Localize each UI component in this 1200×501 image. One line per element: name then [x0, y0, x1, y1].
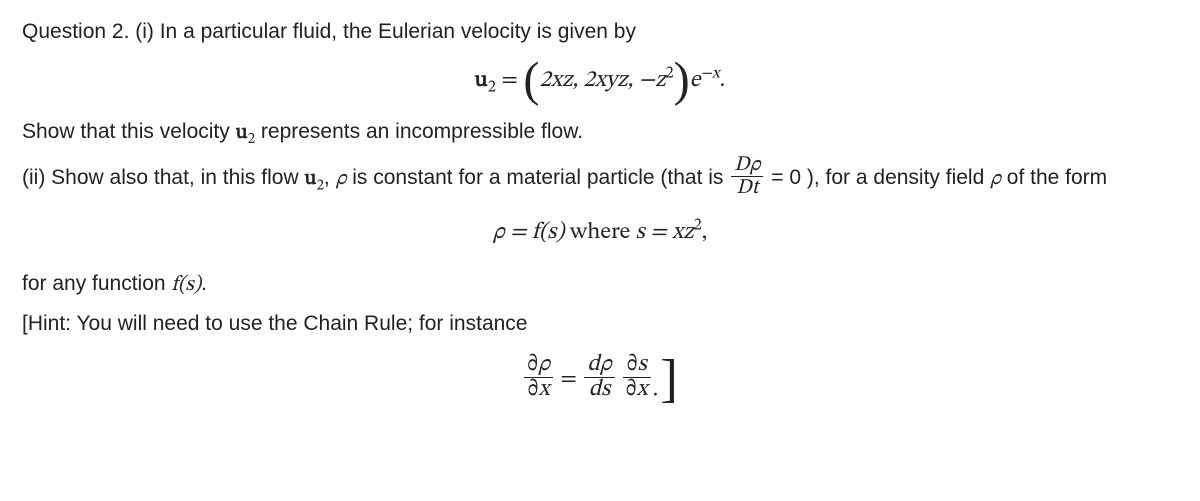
- frac-ds-dx: ∂s ∂x: [623, 353, 651, 402]
- eq3-mds: s: [601, 378, 610, 401]
- equation-chain-rule: ∂ρ ∂x = dρ ds ∂s ∂x .]: [22, 355, 1178, 408]
- vec-components: 2xz, 2xyz, −z: [539, 69, 665, 92]
- eq3-mnr: ρ: [600, 353, 612, 376]
- eq2-c: s = xz: [636, 221, 694, 244]
- sym-u2b-u: u: [304, 168, 316, 189]
- eq3-dot: .: [653, 378, 659, 401]
- sym-u2-sub: 2: [248, 131, 255, 147]
- eq3-rnd: ∂: [627, 353, 638, 376]
- question-line-3: (ii) Show also that, in this flow u2, ρ …: [22, 156, 1178, 201]
- frac1-num-D: D: [734, 154, 749, 175]
- eq3-mdd: d: [589, 378, 601, 401]
- eq3-ldd: ∂: [528, 378, 539, 401]
- eq2-b: where: [565, 221, 636, 244]
- sym-u2b-sub: 2: [316, 177, 323, 193]
- hint-line: [Hint: You will need to use the Chain Ru…: [22, 308, 1178, 341]
- sym-e-exp: −x: [700, 65, 719, 81]
- sym-rho2: ρ: [990, 168, 1001, 189]
- eq3-lnr: ρ: [538, 353, 550, 376]
- line3-e: of the form: [1001, 166, 1107, 189]
- eq2-d: ,: [702, 221, 708, 244]
- eq3-rdd: ∂: [626, 378, 637, 401]
- eq3-rdx: x: [637, 378, 648, 401]
- left-paren: (: [523, 53, 539, 106]
- frac-drho-ds: dρ ds: [584, 353, 614, 402]
- line3-c: is constant for a material particle (tha…: [346, 166, 729, 189]
- right-bracket: ]: [660, 350, 678, 408]
- eq3-mnd: d: [587, 353, 599, 376]
- line3-d: = 0 ), for a density field: [765, 166, 990, 189]
- sym-fs: f(s): [171, 274, 201, 295]
- frac1-den-t: t: [752, 177, 759, 198]
- eq3-ldx: x: [539, 378, 550, 401]
- eq3-lnd: ∂: [527, 353, 538, 376]
- sym-rho: ρ: [336, 168, 347, 189]
- question-line-4: for any function f(s).: [22, 268, 1178, 302]
- sym-u-sub: 2: [488, 78, 496, 95]
- eq3-rns: s: [638, 353, 647, 376]
- sym-u2-u: u: [236, 122, 248, 143]
- line4-a: for any function: [22, 272, 171, 295]
- sym-e: e: [690, 69, 701, 92]
- line2-a: Show that this velocity: [22, 120, 236, 143]
- line3-b: ,: [324, 166, 336, 189]
- frac-Drho-Dt: DρDt: [731, 154, 763, 199]
- line2-b: represents an incompressible flow.: [255, 120, 583, 143]
- frac1-num-rho: ρ: [750, 154, 761, 175]
- question-line-2: Show that this velocity u2 represents an…: [22, 116, 1178, 150]
- right-paren: ): [674, 53, 690, 106]
- equation-u2-definition: u2 = (2xz, 2xyz, −z2)e−x.: [22, 63, 1178, 99]
- eq1-period: .: [720, 69, 726, 92]
- eq2-a: ρ = f(s): [493, 221, 565, 244]
- question-line-1: Question 2. (i) In a particular fluid, t…: [22, 16, 1178, 49]
- frac1-den-D: D: [736, 177, 751, 198]
- eq3-eq: =: [555, 368, 582, 391]
- line3-a: (ii) Show also that, in this flow: [22, 166, 304, 189]
- line4-b: .: [201, 272, 207, 295]
- frac-drho-dx: ∂ρ ∂x: [524, 353, 553, 402]
- sym-u: u: [475, 69, 488, 92]
- equation-rho-fs: ρ = f(s) where s = xz2,: [22, 215, 1178, 251]
- sym-eq: =: [496, 69, 523, 92]
- vec-z-sup: 2: [666, 65, 674, 81]
- eq2-c-sup: 2: [694, 217, 702, 233]
